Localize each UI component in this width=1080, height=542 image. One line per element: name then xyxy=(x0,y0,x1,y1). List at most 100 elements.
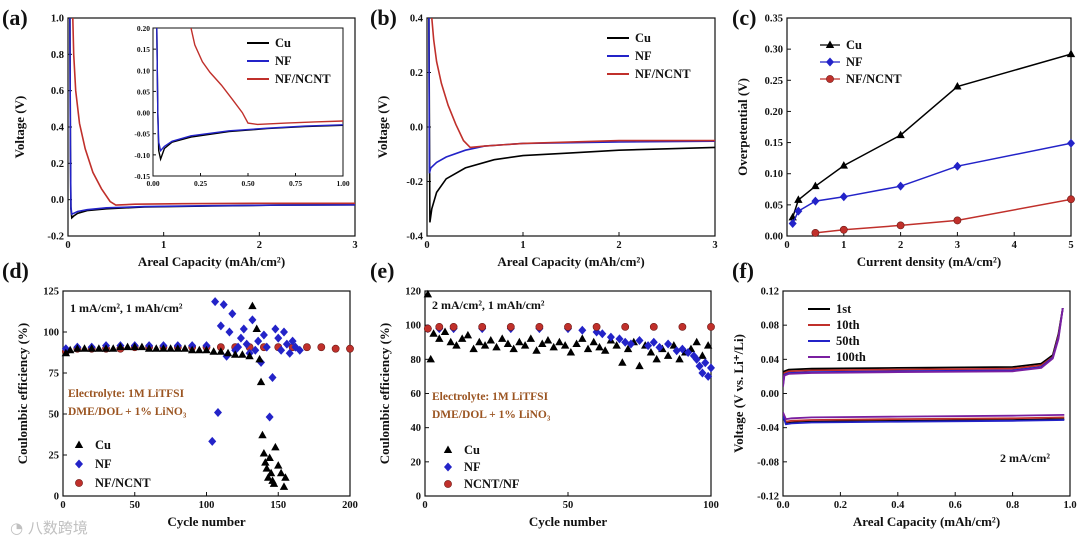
data-point-cu xyxy=(202,345,211,354)
watermark: ◔ 八数跨境 xyxy=(10,517,88,538)
data-point-cu xyxy=(463,330,473,339)
data-point-cu xyxy=(130,342,139,351)
data-point-nf xyxy=(811,196,820,206)
data-point-nfncnt xyxy=(839,225,848,234)
x-tick-label: 1 xyxy=(161,240,166,251)
data-point-cu xyxy=(618,358,627,366)
data-point-nf xyxy=(644,341,653,351)
y-tick-label: 0.00 xyxy=(761,389,779,400)
y-tick-label: 50 xyxy=(49,410,60,421)
data-point-cu xyxy=(65,345,75,354)
legend-marker xyxy=(444,462,452,472)
data-point-cu xyxy=(896,130,905,139)
plot-frame xyxy=(426,17,716,237)
series-line-nfncnt xyxy=(190,28,343,126)
x-tick-label: 2 xyxy=(257,240,262,251)
data-point-cu xyxy=(248,301,257,310)
data-point-cu xyxy=(492,342,501,351)
data-point-cu xyxy=(646,348,656,356)
y-tick-label: 120 xyxy=(405,287,421,298)
data-point-cu xyxy=(187,345,197,354)
y-tick-label: 100 xyxy=(43,328,59,339)
condition-annotation: 1 mA/cm², 1 mAh/cm² xyxy=(70,301,183,315)
series-line-100th-discharge xyxy=(783,411,1065,421)
legend-label: 50th xyxy=(836,334,860,348)
data-point-nfncnt xyxy=(331,344,340,353)
y-tick-label: 0 xyxy=(416,492,421,503)
data-point-nf xyxy=(213,407,222,417)
data-point-cu xyxy=(281,473,290,481)
data-point-ncntnf xyxy=(423,324,432,333)
data-point-nf xyxy=(635,336,644,346)
legend-label: NF xyxy=(95,457,112,471)
data-point-nf xyxy=(234,342,243,352)
data-point-nf xyxy=(265,412,274,422)
data-point-cu xyxy=(953,82,962,90)
legend-marker xyxy=(74,440,84,448)
data-point-cu xyxy=(238,350,247,358)
data-point-nf xyxy=(295,345,304,355)
series-line-nfncnt xyxy=(72,18,355,206)
x-tick-label: 5 xyxy=(1068,240,1073,251)
x-tick-label: 3 xyxy=(712,240,717,251)
data-point-nf xyxy=(615,334,624,344)
data-point-nf xyxy=(274,333,283,343)
data-point-cu xyxy=(1066,49,1076,58)
data-point-cu xyxy=(589,337,598,346)
series-line-nf xyxy=(792,142,1071,224)
data-point-nf xyxy=(188,341,197,351)
data-point-cu xyxy=(429,329,438,337)
series-line-nfncnt xyxy=(431,18,715,149)
data-point-cu xyxy=(73,344,82,352)
data-point-nf xyxy=(698,368,707,378)
y-axis-label: Voltage (V) xyxy=(12,96,27,159)
data-point-nf xyxy=(248,315,257,325)
x-tick-label: 4 xyxy=(1012,240,1018,251)
y-tick-label: 0.00 xyxy=(765,232,783,243)
y-tick-label: 0.04 xyxy=(761,355,780,366)
plot-frame xyxy=(782,290,1071,497)
data-point-nf xyxy=(202,341,211,351)
x-tick-label: 1.0 xyxy=(1063,500,1076,511)
legend-label: NF/NCNT xyxy=(635,67,691,81)
y-tick-label: 100 xyxy=(405,321,421,332)
data-point-cu xyxy=(595,342,604,351)
legend-label: 100th xyxy=(836,350,866,364)
x-axis-label: Areal Capacity (mAh/cm²) xyxy=(497,254,644,269)
data-point-cu xyxy=(276,468,286,477)
legend-label: NF xyxy=(846,55,863,69)
data-point-cu xyxy=(258,430,267,439)
legend-label: Cu xyxy=(635,31,651,45)
y-axis-label: Voltage (V) xyxy=(375,96,390,159)
data-point-cu xyxy=(116,342,125,351)
legend-label: NF/NCNT xyxy=(95,476,151,490)
data-point-nf xyxy=(896,181,905,191)
data-point-cu xyxy=(245,351,254,360)
y-tick-label: 80 xyxy=(411,355,422,366)
data-point-nf xyxy=(578,325,587,335)
data-point-cu xyxy=(101,344,111,352)
data-point-cu xyxy=(256,377,266,386)
data-point-cu xyxy=(520,341,530,349)
y-tick-label: -0.04 xyxy=(757,423,780,434)
data-point-cu xyxy=(663,351,673,359)
series-line-nf xyxy=(156,28,343,153)
data-point-nf xyxy=(953,161,962,171)
data-point-nf xyxy=(208,436,217,446)
data-point-cu xyxy=(698,351,707,359)
data-point-cu xyxy=(669,341,679,349)
weibo-icon: ◔ xyxy=(10,519,24,537)
y-tick-label: 0.0 xyxy=(410,123,423,134)
legend-label: NF xyxy=(635,49,652,63)
data-point-nf xyxy=(672,346,681,356)
inset-x-tick-label: 0.75 xyxy=(289,179,302,188)
panel-d: (d) 0 50 100 150 200 0 25 50 75 100 125 Cycle number… xyxy=(2,258,358,529)
data-point-cu xyxy=(486,336,495,344)
data-point-cu xyxy=(703,341,713,349)
legend-marker xyxy=(75,459,83,469)
y-tick-label: 40 xyxy=(411,423,422,434)
x-tick-label: 100 xyxy=(703,500,719,511)
y-tick-label: 0.2 xyxy=(410,68,423,79)
data-point-cu xyxy=(264,473,273,481)
